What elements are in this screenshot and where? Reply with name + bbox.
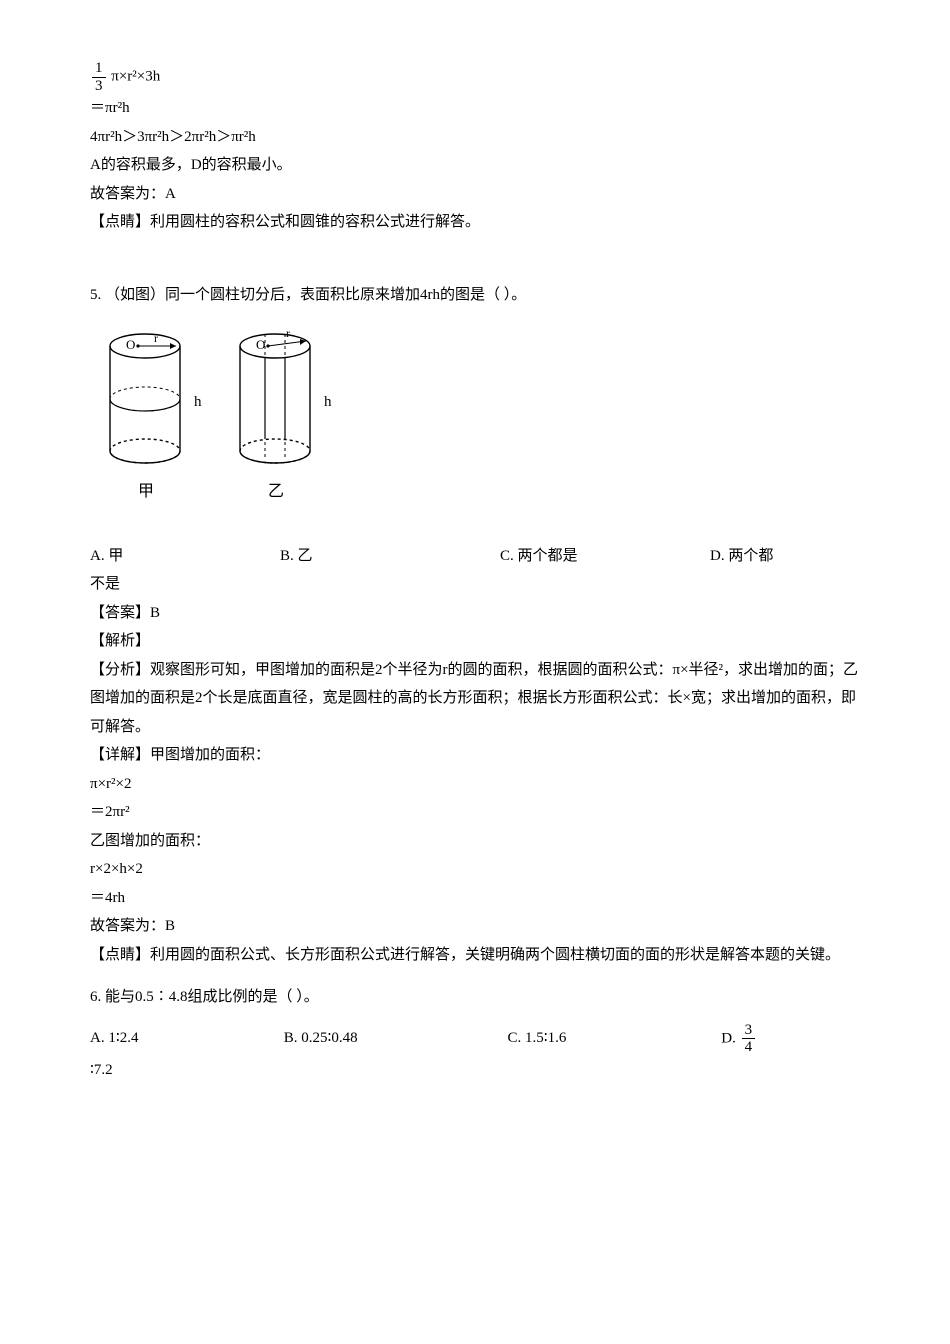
- q5-option-b: B. 乙: [280, 542, 500, 571]
- prev-formula-1: 1 3 π×r²×3h: [90, 60, 860, 94]
- q6-stem: 6. 能与0.5∶4.8组成比例的是（ ）。: [90, 983, 860, 1012]
- q5-dianjing: 【点睛】利用圆的面积公式、长方形面积公式进行解答，关键明确两个圆柱横切面的面的形…: [90, 941, 860, 970]
- q5-option-c: C. 两个都是: [500, 542, 710, 571]
- q6-option-c: C. 1.5∶1.6: [508, 1024, 718, 1053]
- prev-dianjing: 【点睛】利用圆柱的容积公式和圆锥的容积公式进行解答。: [90, 208, 860, 237]
- prev-formula-2: ＝πr²h: [90, 94, 860, 123]
- cylinder-diagram: O r h 甲 O r h 乙: [90, 321, 350, 511]
- prev-line-4: A的容积最多，D的容积最小。: [90, 151, 860, 180]
- q5-calc3: r×2×h×2: [90, 855, 860, 884]
- q5-yi-head: 乙图增加的面积：: [90, 827, 860, 856]
- cylinder-jia: O r: [110, 331, 180, 463]
- q5-option-a: A. 甲: [90, 542, 280, 571]
- q6-optD-pre: D.: [721, 1030, 739, 1046]
- label-yi: 乙: [268, 483, 284, 500]
- q6-optD-tail: ∶7.2: [90, 1056, 860, 1085]
- svg-text:O: O: [256, 337, 265, 352]
- q5-answer: 【答案】B: [90, 599, 860, 628]
- q6-optD-frac: 3 4: [740, 1022, 758, 1056]
- q6-options: A. 1∶2.4 B. 0.25∶0.48 C. 1.5∶1.6 D. 3 4: [90, 1022, 860, 1056]
- formula-text: π×r²×3h: [111, 68, 160, 84]
- q5-jiexi: 【解析】: [90, 627, 860, 656]
- q6-option-a: A. 1∶2.4: [90, 1024, 280, 1053]
- svg-text:r: r: [286, 326, 290, 340]
- label-jia: 甲: [138, 483, 154, 500]
- q5-option-d-tail: 不是: [90, 570, 860, 599]
- q5-calc1: π×r²×2: [90, 770, 860, 799]
- prev-line-5: 故答案为：A: [90, 180, 860, 209]
- frac-num: 1: [92, 60, 106, 78]
- label-h-yi: h: [324, 394, 332, 410]
- q5-stem: 5. （如图）同一个圆柱切分后，表面积比原来增加4rh的图是（ ）。: [90, 281, 860, 310]
- q5-ans2: 故答案为：B: [90, 912, 860, 941]
- q5-options: A. 甲 B. 乙 C. 两个都是 D. 两个都: [90, 542, 860, 571]
- cylinder-yi: O r: [240, 326, 310, 463]
- q5-option-d: D. 两个都: [710, 542, 810, 571]
- q5-calc2: ＝2πr²: [90, 798, 860, 827]
- q5-calc4: ＝4rh: [90, 884, 860, 913]
- svg-text:O: O: [126, 337, 135, 352]
- prev-formula-3: 4πr²h＞3πr²h＞2πr²h＞πr²h: [90, 123, 860, 152]
- svg-text:r: r: [154, 331, 158, 345]
- frac-den: 4: [742, 1039, 756, 1056]
- q6-option-b: B. 0.25∶0.48: [284, 1024, 504, 1053]
- frac-den: 3: [92, 78, 106, 95]
- frac-num: 3: [742, 1022, 756, 1040]
- q5-fenxi: 【分析】观察图形可知，甲图增加的面积是2个半径为r的圆的面积，根据圆的面积公式：…: [90, 656, 860, 742]
- q5-xiangjie-head: 【详解】甲图增加的面积：: [90, 741, 860, 770]
- label-h-jia: h: [194, 394, 202, 410]
- q6-option-d: D. 3 4: [721, 1022, 841, 1056]
- q5-figure: O r h 甲 O r h 乙: [90, 321, 860, 522]
- fraction: 1 3: [90, 60, 108, 94]
